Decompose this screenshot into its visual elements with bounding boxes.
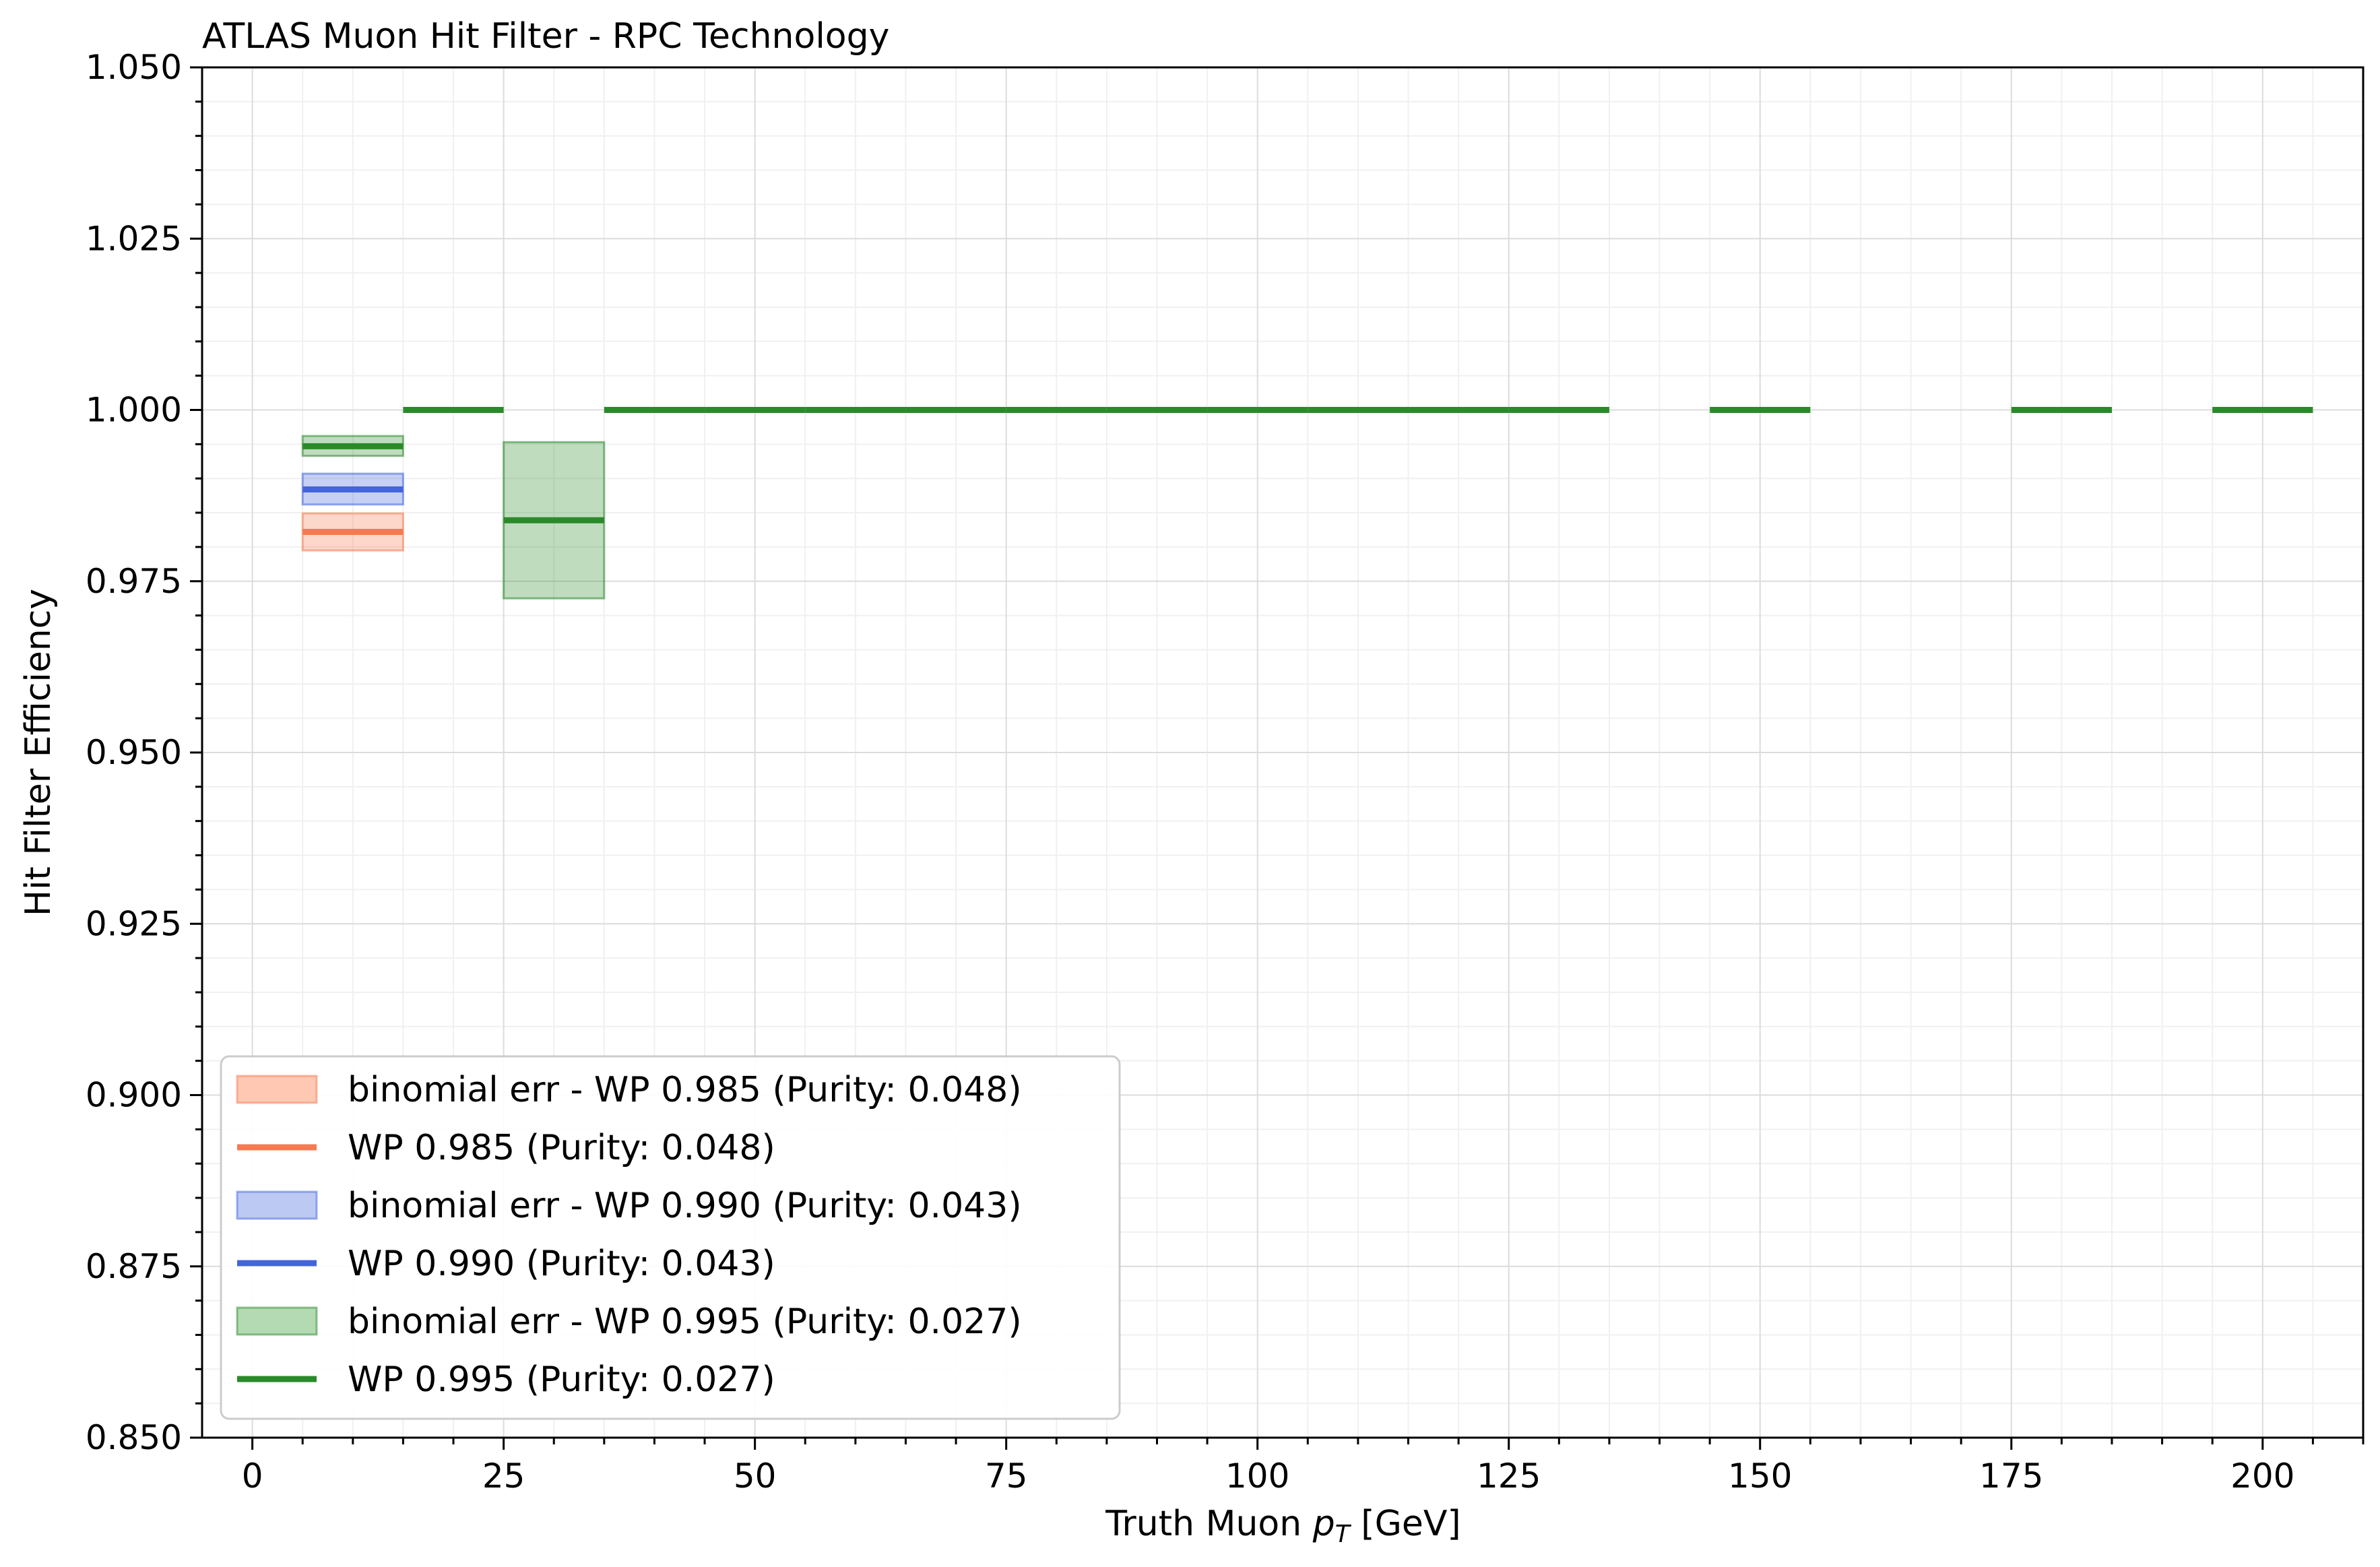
x-axis-ticks: 0 25 50 75 100 125 150 175 200 [242, 1438, 2365, 1496]
legend-label: WP 0.995 (Purity: 0.027) [348, 1360, 775, 1400]
y-tick-label: 0.875 [86, 1247, 182, 1286]
legend-label: binomial err - WP 0.995 (Purity: 0.027) [348, 1302, 1022, 1342]
legend-swatch-band-1 [236, 1190, 318, 1220]
x-tick-label: 175 [1979, 1457, 2043, 1496]
x-tick-label: 125 [1477, 1457, 1541, 1496]
x-tick-label: 0 [242, 1457, 263, 1496]
y-tick-label: 0.950 [86, 733, 182, 772]
y-tick-label: 0.975 [86, 562, 182, 601]
legend-label: binomial err - WP 0.990 (Purity: 0.043) [348, 1186, 1022, 1226]
y-tick-label: 1.025 [86, 219, 182, 258]
legend-entries: binomial err - WP 0.985 (Purity: 0.048) W… [236, 1070, 1022, 1400]
legend-label: binomial err - WP 0.985 (Purity: 0.048) [348, 1070, 1022, 1110]
y-tick-label: 0.850 [86, 1418, 182, 1457]
y-tick-label: 0.900 [86, 1076, 182, 1115]
y-tick-label: 1.000 [86, 391, 182, 430]
y-axis-ticks: 0.850 0.875 0.900 0.925 0.950 0.975 1.000 1.025… [86, 48, 202, 1457]
legend-swatch-band-2 [236, 1306, 318, 1336]
x-tick-label: 75 [985, 1457, 1028, 1496]
legend-swatch-band-0 [236, 1075, 318, 1104]
legend: binomial err - WP 0.985 (Purity: 0.048) W… [220, 1055, 1121, 1420]
x-tick-label: 200 [2230, 1457, 2294, 1496]
y-tick-label: 1.050 [86, 48, 182, 87]
x-tick-label: 100 [1225, 1457, 1289, 1496]
x-tick-label: 150 [1728, 1457, 1792, 1496]
series-lines [302, 407, 2313, 536]
legend-box [220, 1055, 1121, 1420]
x-tick-label: 25 [482, 1457, 525, 1496]
legend-label: WP 0.990 (Purity: 0.043) [348, 1244, 775, 1284]
chart-title: ATLAS Muon Hit Filter - RPC Technology [202, 16, 889, 57]
y-axis-label: Hit Filter Efficiency [18, 589, 59, 916]
y-tick-label: 0.925 [86, 904, 182, 943]
legend-label: WP 0.985 (Purity: 0.048) [348, 1128, 775, 1168]
x-tick-label: 50 [734, 1457, 777, 1496]
x-axis-label: Truth Muon pT [GeV] [1105, 1504, 1460, 1548]
